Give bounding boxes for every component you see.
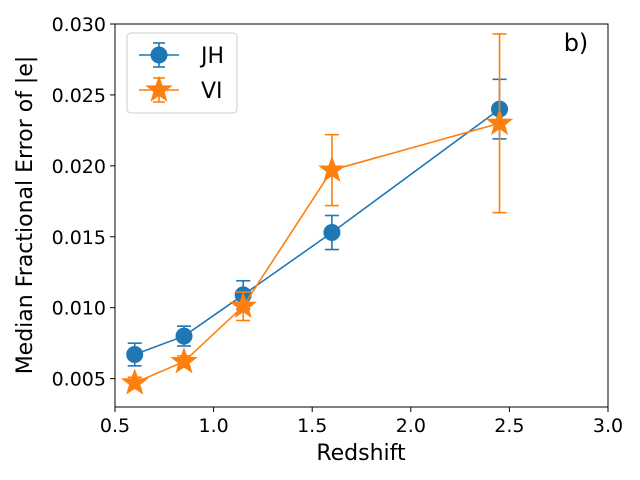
legend-marker-jh [150, 46, 168, 64]
y-tick-label: 0.015 [52, 227, 106, 249]
x-tick-label: 3.0 [593, 415, 623, 437]
data-point-jh [175, 327, 193, 345]
series-jh [126, 78, 509, 367]
x-tick-label: 1.5 [297, 415, 327, 437]
legend-label-jh: JH [199, 44, 224, 69]
y-tick-label: 0.030 [52, 14, 106, 36]
data-point-vi [318, 155, 346, 182]
x-tick-label: 2.5 [494, 415, 524, 437]
data-point-vi [485, 108, 514, 136]
plot-marks [120, 33, 514, 395]
y-axis-label: Median Fractional Error of |e| [13, 56, 38, 375]
data-point-vi [229, 291, 257, 319]
data-point-jh [323, 224, 341, 242]
legend-label-vi: VI [201, 79, 223, 104]
legend-item-vi: VI [139, 75, 223, 104]
plot-frame [114, 23, 609, 408]
x-axis: 0.5 1.0 1.5 2.0 2.5 3.0 [100, 407, 623, 437]
series-jh-line [134, 108, 501, 356]
y-tick-label: 0.010 [52, 298, 106, 320]
y-tick-label: 0.005 [52, 369, 106, 391]
data-point-jh [126, 346, 144, 364]
x-tick-label: 2.0 [396, 415, 426, 437]
data-point-vi [170, 347, 198, 374]
data-point-vi [120, 368, 149, 395]
x-tick-label: 0.5 [100, 415, 130, 437]
y-tick-label: 0.020 [52, 156, 106, 178]
legend: JH VI [126, 32, 238, 114]
series-vi [120, 33, 514, 395]
y-axis: 0.005 0.010 0.015 0.020 0.025 0.030 [52, 14, 115, 391]
x-axis-label: Redshift [316, 441, 406, 466]
series-vi-line [134, 122, 500, 384]
legend-marker-vi [145, 75, 173, 102]
x-tick-label: 1.0 [198, 415, 228, 437]
legend-item-jh: JH [139, 42, 224, 69]
panel-label: b) [564, 29, 589, 57]
y-tick-label: 0.025 [52, 85, 106, 107]
